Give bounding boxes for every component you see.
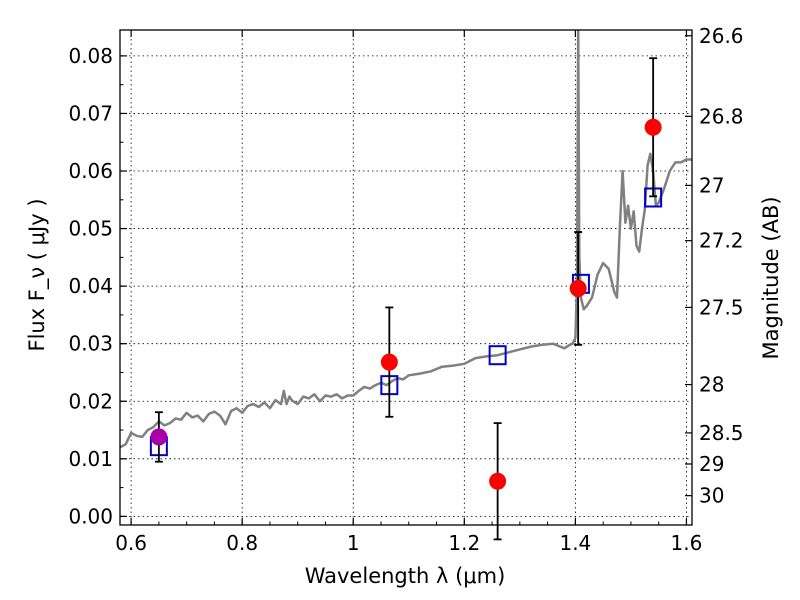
right-axis-label: Magnitude (AB) [759, 196, 783, 359]
magnitude-tick-label: 30 [699, 484, 724, 508]
magnitude-tick-label: 29 [699, 452, 724, 476]
y-tick-label: 0.02 [68, 389, 113, 413]
x-tick-label: 1.6 [671, 531, 703, 555]
y-tick-label: 0.05 [68, 217, 113, 241]
magnitude-tick-label: 28.5 [699, 421, 744, 445]
observed-point [150, 428, 168, 446]
observed-point [644, 118, 662, 136]
y-tick-label: 0.08 [68, 44, 113, 68]
observed-point [489, 472, 507, 490]
y-tick-label: 0.06 [68, 159, 113, 183]
axis-ticks: 0.6 0.8 1 1.2 1.4 1.6 0.00 0.01 0.02 0.03 0.04 0.05… [68, 24, 743, 555]
y-axis-label: Flux F_ν ( μJy ) [25, 198, 50, 351]
magnitude-tick-label: 27 [699, 173, 724, 197]
magnitude-tick-label: 26.6 [699, 24, 744, 48]
y-tick-label: 0.07 [68, 101, 113, 125]
x-tick-label: 0.6 [115, 531, 147, 555]
magnitude-tick-label: 26.8 [699, 104, 744, 128]
y-tick-label: 0.04 [68, 274, 113, 298]
data-markers [149, 57, 663, 541]
observed-point [569, 279, 587, 297]
magnitude-tick-label: 28 [699, 373, 724, 397]
model-spectrum [120, 30, 692, 449]
magnitude-tick-label: 27.2 [699, 229, 744, 253]
plot-frame [119, 29, 693, 526]
grid [120, 30, 692, 525]
x-tick-label: 1 [347, 531, 360, 555]
x-axis-label: Wavelength λ (μm) [305, 564, 506, 588]
magnitude-tick-label: 27.5 [699, 295, 744, 319]
plot-border [119, 29, 693, 526]
model-spectrum-line [120, 30, 692, 449]
y-tick-label: 0.01 [68, 447, 113, 471]
x-tick-label: 0.8 [226, 531, 258, 555]
observed-point [380, 353, 398, 371]
y-tick-label: 0.03 [68, 332, 113, 356]
x-tick-label: 1.2 [448, 531, 480, 555]
y-tick-label: 0.00 [68, 504, 113, 528]
bandpass-square-marker [488, 345, 507, 366]
x-tick-label: 1.4 [559, 531, 591, 555]
